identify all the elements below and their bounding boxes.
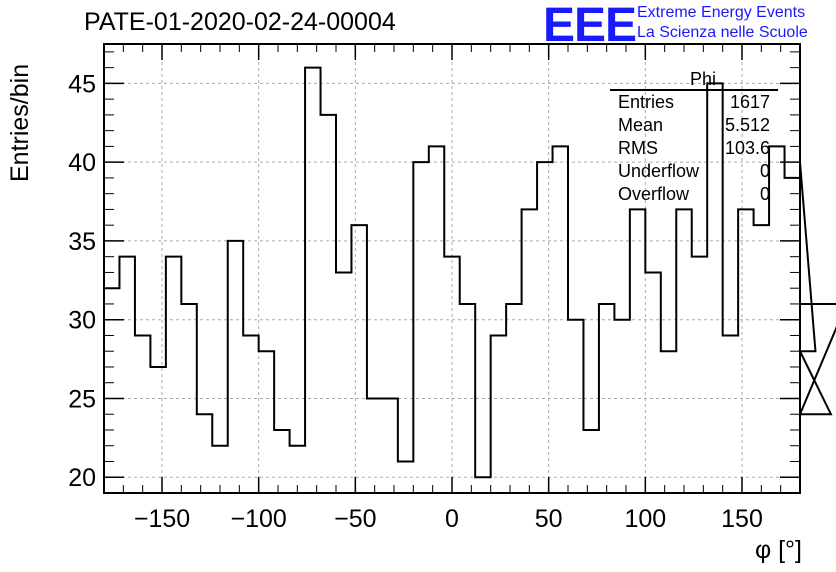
y-tick-label: 35 — [68, 228, 96, 256]
stats-row-underflow: Underflow 0 — [610, 160, 778, 183]
x-tick-label: −100 — [231, 505, 287, 533]
histogram-step-line — [104, 66, 836, 479]
x-tick-label: −50 — [334, 505, 376, 533]
tick-labels: −150 −100 −50 0 50 100 150 20 25 30 35 40 45 — [68, 70, 763, 533]
plot-frame — [103, 43, 801, 494]
stats-row-rms: RMS 103.6 — [610, 137, 778, 160]
stats-value: 5.512 — [724, 115, 770, 135]
stats-value: 0 — [759, 161, 770, 181]
x-tick-label: 100 — [624, 505, 666, 533]
y-axis-label: Entries/bin — [6, 63, 34, 182]
stats-label: Mean — [618, 115, 664, 135]
org-name-line2: La Scienza nelle Scuole — [637, 24, 808, 41]
y-tick-label: 45 — [68, 70, 96, 98]
x-tick-label: 150 — [721, 505, 763, 533]
axis-ticks — [103, 44, 801, 494]
stats-row-overflow: Overflow 0 — [610, 183, 778, 206]
x-tick-label: 0 — [445, 505, 459, 533]
stats-row-mean: Mean 5.512 — [610, 114, 778, 137]
x-tick-label: 50 — [535, 505, 563, 533]
stats-label: Underflow — [618, 161, 700, 181]
stats-label: Entries — [618, 92, 675, 112]
chart-title: PATE-01-2020-02-24-00004 — [84, 8, 396, 36]
y-tick-label: 20 — [68, 464, 96, 492]
x-axis-label: φ [°] — [754, 536, 802, 564]
org-name-line1: Extreme Energy Events — [637, 4, 806, 21]
stats-label: Overflow — [618, 184, 690, 204]
stats-value: 103.6 — [724, 138, 770, 158]
y-tick-label: 25 — [68, 385, 96, 413]
stats-title: Phi — [610, 70, 778, 91]
eee-logo: EEE — [543, 0, 637, 52]
stats-row-entries: Entries 1617 — [610, 91, 778, 114]
x-tick-label: −150 — [134, 505, 190, 533]
y-tick-label: 40 — [68, 149, 96, 177]
stats-label: RMS — [618, 138, 658, 158]
stats-value: 0 — [759, 184, 770, 204]
stats-box: Phi Entries 1617 Mean 5.512 RMS 103.6 Under… — [610, 70, 778, 206]
y-tick-label: 30 — [68, 307, 96, 335]
stats-value: 1617 — [729, 92, 770, 112]
